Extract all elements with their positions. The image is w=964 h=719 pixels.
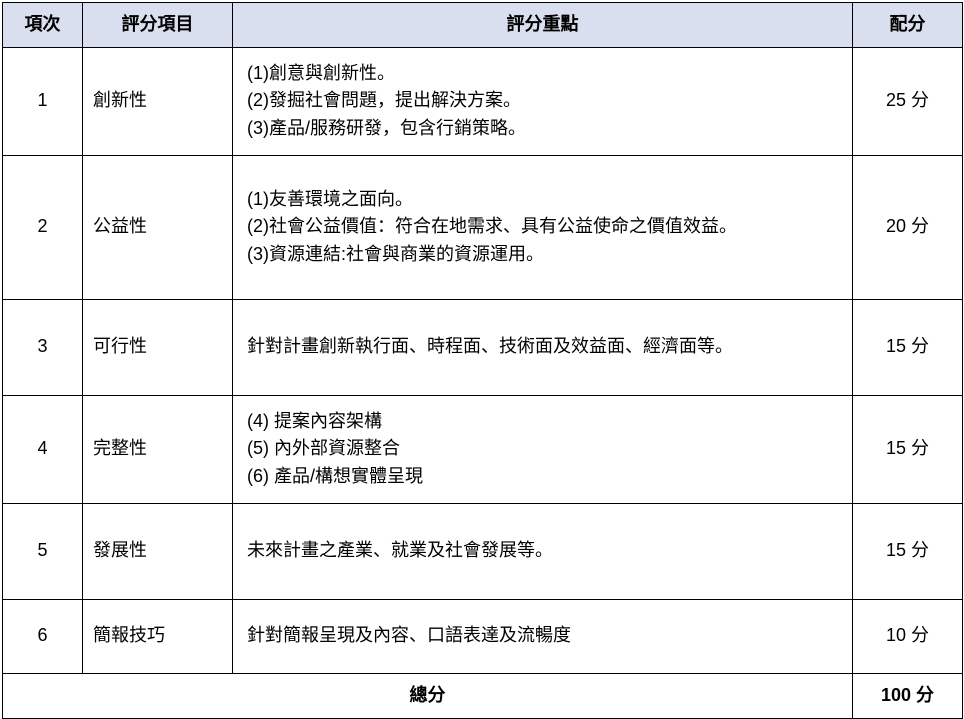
cell-detail-lines: 針對簡報呈現及內容、口語表達及流暢度 (233, 614, 852, 658)
detail-line: (2)發掘社會問題，提出解決方案。 (247, 87, 838, 115)
cell-score: 15 分 (853, 299, 963, 395)
table-row: 3可行性針對計畫創新執行面、時程面、技術面及效益面、經濟面等。 15 分 (3, 299, 963, 395)
cell-detail-lines: 針對計畫創新執行面、時程面、技術面及效益面、經濟面等。 (233, 325, 852, 369)
cell-item: 發展性 (83, 503, 233, 599)
detail-line: (3)產品/服務研發，包含行銷策略。 (247, 115, 838, 143)
cell-detail: (1)創意與創新性。(2)發掘社會問題，提出解決方案。(3)產品/服務研發，包含… (233, 47, 853, 155)
cell-detail-lines: (4) 提案內容架構(5) 內外部資源整合(6) 產品/構想實體呈現 (233, 400, 852, 500)
table-row: 6簡報技巧針對簡報呈現及內容、口語表達及流暢度 10 分 (3, 599, 963, 673)
cell-item: 完整性 (83, 395, 233, 503)
cell-num: 5 (3, 503, 83, 599)
detail-line: (2)社會公益價值：符合在地需求、具有公益使命之價值效益。 (247, 213, 838, 241)
cell-score: 20 分 (853, 155, 963, 299)
cell-detail-lines: (1)創意與創新性。(2)發掘社會問題，提出解決方案。(3)產品/服務研發，包含… (233, 52, 852, 152)
cell-num: 4 (3, 395, 83, 503)
detail-line: (3)資源連結:社會與商業的資源運用。 (247, 241, 838, 269)
cell-detail: (4) 提案內容架構(5) 內外部資源整合(6) 產品/構想實體呈現 (233, 395, 853, 503)
cell-item: 創新性 (83, 47, 233, 155)
cell-num-value: 1 (3, 79, 82, 123)
col-header-detail: 評分重點 (233, 3, 853, 48)
detail-line: 未來計畫之產業、就業及社會發展等。 (247, 537, 838, 565)
cell-score-value: 25 分 (853, 79, 962, 123)
detail-line: 針對計畫創新執行面、時程面、技術面及效益面、經濟面等。 (247, 333, 838, 361)
cell-num-value: 3 (3, 325, 82, 369)
cell-item: 公益性 (83, 155, 233, 299)
col-header-detail-label: 評分重點 (233, 3, 852, 47)
detail-line: (5) 內外部資源整合 (247, 435, 838, 463)
cell-item-value: 發展性 (83, 529, 232, 573)
cell-item-value: 創新性 (83, 79, 232, 123)
cell-score: 15 分 (853, 395, 963, 503)
cell-score-value: 10 分 (853, 614, 962, 658)
cell-num: 3 (3, 299, 83, 395)
scoring-table: 項次 評分項目 評分重點 配分 1創新性(1)創意與創新性。(2)發掘社會問題，… (2, 2, 963, 719)
cell-detail: (1)友善環境之面向。(2)社會公益價值：符合在地需求、具有公益使命之價值效益。… (233, 155, 853, 299)
cell-score-value: 20 分 (853, 205, 962, 249)
cell-num: 1 (3, 47, 83, 155)
cell-item: 可行性 (83, 299, 233, 395)
col-header-item: 評分項目 (83, 3, 233, 48)
cell-detail: 針對簡報呈現及內容、口語表達及流暢度 (233, 599, 853, 673)
cell-num: 6 (3, 599, 83, 673)
col-header-num-label: 項次 (3, 3, 82, 47)
table-row: 1創新性(1)創意與創新性。(2)發掘社會問題，提出解決方案。(3)產品/服務研… (3, 47, 963, 155)
cell-item-value: 簡報技巧 (83, 614, 232, 658)
cell-detail-lines: (1)友善環境之面向。(2)社會公益價值：符合在地需求、具有公益使命之價值效益。… (233, 178, 852, 278)
footer-label: 總分 (3, 674, 852, 718)
cell-detail: 未來計畫之產業、就業及社會發展等。 (233, 503, 853, 599)
table-footer-row: 總分100 分 (3, 673, 963, 718)
footer-value: 100 分 (853, 674, 962, 718)
cell-score-value: 15 分 (853, 529, 962, 573)
table-header-row: 項次 評分項目 評分重點 配分 (3, 3, 963, 48)
cell-score: 15 分 (853, 503, 963, 599)
col-header-score: 配分 (853, 3, 963, 48)
detail-line: (1)友善環境之面向。 (247, 186, 838, 214)
table-row: 4完整性(4) 提案內容架構(5) 內外部資源整合(6) 產品/構想實體呈現15… (3, 395, 963, 503)
detail-line: (1)創意與創新性。 (247, 60, 838, 88)
cell-score: 25 分 (853, 47, 963, 155)
cell-item-value: 公益性 (83, 205, 232, 249)
footer-value-cell: 100 分 (853, 673, 963, 718)
cell-num-value: 4 (3, 427, 82, 471)
col-header-score-label: 配分 (853, 3, 962, 47)
footer-label-cell: 總分 (3, 673, 853, 718)
cell-num-value: 6 (3, 614, 82, 658)
cell-num-value: 5 (3, 529, 82, 573)
table-row: 2公益性(1)友善環境之面向。(2)社會公益價值：符合在地需求、具有公益使命之價… (3, 155, 963, 299)
detail-line: (6) 產品/構想實體呈現 (247, 463, 838, 491)
cell-score-value: 15 分 (853, 325, 962, 369)
cell-score: 10 分 (853, 599, 963, 673)
detail-line: (4) 提案內容架構 (247, 408, 838, 436)
cell-score-value: 15 分 (853, 427, 962, 471)
cell-num-value: 2 (3, 205, 82, 249)
col-header-item-label: 評分項目 (83, 3, 232, 47)
cell-item-value: 可行性 (83, 325, 232, 369)
cell-item-value: 完整性 (83, 427, 232, 471)
cell-item: 簡報技巧 (83, 599, 233, 673)
cell-detail: 針對計畫創新執行面、時程面、技術面及效益面、經濟面等。 (233, 299, 853, 395)
table-row: 5發展性未來計畫之產業、就業及社會發展等。 15 分 (3, 503, 963, 599)
col-header-num: 項次 (3, 3, 83, 48)
cell-detail-lines: 未來計畫之產業、就業及社會發展等。 (233, 529, 852, 573)
cell-num: 2 (3, 155, 83, 299)
detail-line: 針對簡報呈現及內容、口語表達及流暢度 (247, 622, 838, 650)
